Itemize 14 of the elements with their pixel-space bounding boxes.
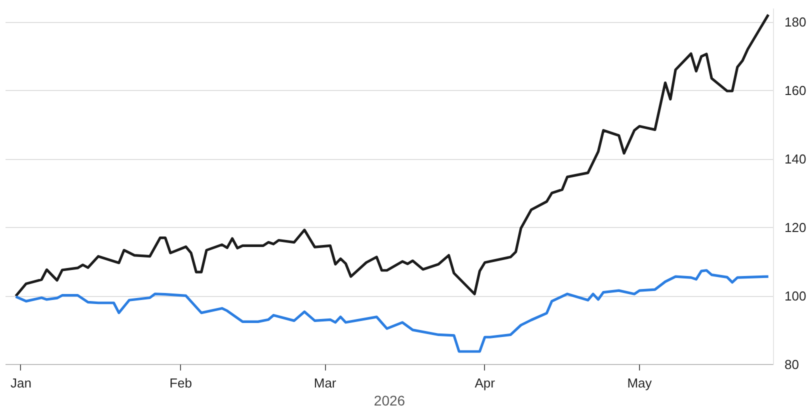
line-series (14, 13, 770, 298)
x-tick-label: Mar (314, 376, 337, 390)
x-tick-label: May (627, 376, 652, 390)
x-tick-label: Jan (10, 376, 32, 390)
x-tick-label: Apr (474, 376, 496, 390)
y-tick-label: 140 (784, 152, 806, 167)
y-tick-label: 100 (784, 288, 806, 304)
x-tick-label: Feb (170, 376, 192, 390)
y-tick-label: 120 (784, 220, 806, 236)
y-tick-label: 160 (784, 83, 806, 98)
y-tick-label: 180 (784, 14, 806, 30)
line-series (14, 269, 770, 353)
y-tick-label: 80 (784, 357, 799, 372)
x-axis-title: 2026 (374, 392, 406, 408)
